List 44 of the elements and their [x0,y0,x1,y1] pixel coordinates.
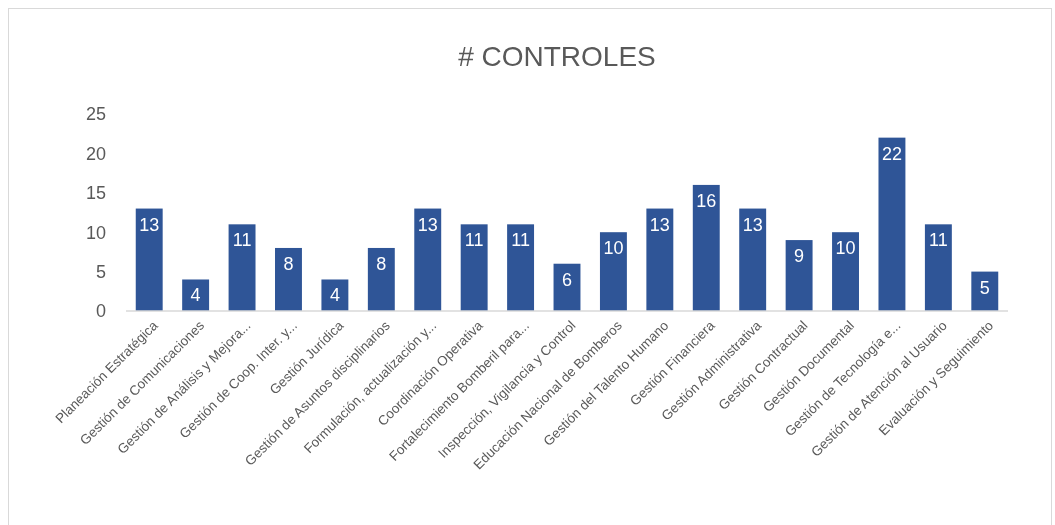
bar [507,224,535,311]
data-label: 13 [139,214,160,235]
bar [739,208,767,311]
data-label: 4 [190,285,201,306]
y-tick-label: 5 [95,261,106,282]
bar [460,224,488,311]
bar [832,232,859,311]
data-label: 13 [417,214,438,235]
data-label: 11 [929,230,948,251]
y-tick-label: 15 [85,183,106,204]
bar [182,279,210,311]
bar [692,184,720,311]
bar [228,224,256,311]
bar [135,208,163,311]
data-label: 5 [979,277,990,298]
bar [275,247,302,311]
data-label: 11 [511,230,530,251]
bar [414,208,442,311]
bar [367,247,395,311]
data-label: 22 [881,143,902,164]
bar [924,224,952,311]
y-tick-label: 0 [95,301,106,322]
data-label: 16 [696,190,717,211]
bar [785,240,813,311]
bar [971,271,999,311]
data-label: 13 [742,214,763,235]
data-label: 9 [794,246,805,267]
data-label: 13 [649,214,670,235]
bar [599,232,627,311]
y-tick-label: 20 [85,143,106,164]
bar [878,137,906,311]
data-label: 8 [283,253,294,274]
y-tick-label: 25 [85,104,106,125]
data-label: 11 [232,230,252,251]
data-label: 10 [603,238,624,259]
y-tick-label: 10 [85,222,106,243]
chart-title: # CONTROLES [458,41,656,72]
data-label: 6 [561,269,573,290]
data-label: 10 [835,238,856,259]
data-label: 11 [464,230,484,251]
data-label: 8 [376,253,387,274]
data-label: 4 [329,285,340,306]
bar [321,279,349,311]
bar [646,208,674,311]
